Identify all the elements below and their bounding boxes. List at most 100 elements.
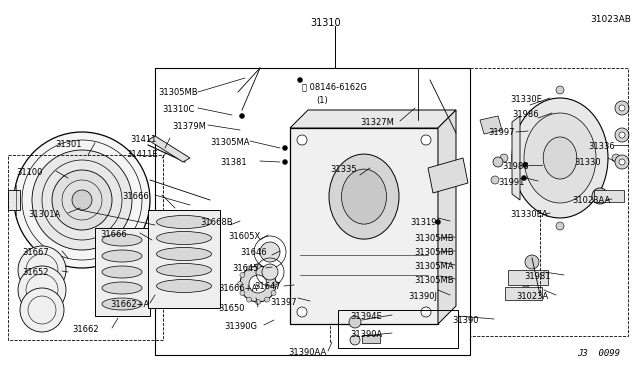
- Text: 31390J: 31390J: [408, 292, 437, 301]
- Circle shape: [18, 246, 66, 294]
- Bar: [362, 335, 380, 343]
- Circle shape: [435, 219, 440, 224]
- Ellipse shape: [543, 137, 577, 179]
- Circle shape: [262, 264, 278, 280]
- Circle shape: [240, 273, 245, 278]
- Text: 31988: 31988: [502, 162, 529, 171]
- Circle shape: [237, 282, 243, 286]
- Bar: [148, 210, 220, 308]
- Text: 31997: 31997: [488, 128, 515, 137]
- Circle shape: [260, 242, 280, 262]
- Circle shape: [240, 291, 245, 295]
- Circle shape: [264, 266, 269, 271]
- Circle shape: [271, 273, 276, 278]
- Ellipse shape: [524, 113, 596, 203]
- Text: 31397: 31397: [270, 298, 296, 307]
- Circle shape: [619, 159, 625, 165]
- Ellipse shape: [102, 250, 142, 262]
- Text: 31330EA: 31330EA: [510, 210, 548, 219]
- Text: 31305MB: 31305MB: [414, 234, 454, 243]
- Circle shape: [615, 155, 629, 169]
- Ellipse shape: [157, 247, 211, 260]
- Circle shape: [493, 157, 503, 167]
- Circle shape: [297, 307, 307, 317]
- Text: 31666+A: 31666+A: [218, 284, 257, 293]
- Circle shape: [619, 105, 625, 111]
- Text: 31330E: 31330E: [510, 95, 542, 104]
- Text: 31667: 31667: [22, 248, 49, 257]
- Circle shape: [240, 266, 276, 302]
- Circle shape: [72, 190, 92, 210]
- Bar: [95, 228, 150, 316]
- Bar: [8, 190, 20, 210]
- Text: 31662: 31662: [72, 325, 99, 334]
- Text: 31335: 31335: [330, 165, 356, 174]
- Text: 31305MB: 31305MB: [414, 276, 454, 285]
- Circle shape: [612, 154, 620, 162]
- Circle shape: [521, 277, 531, 287]
- Text: 31336: 31336: [588, 142, 615, 151]
- Circle shape: [255, 299, 260, 305]
- Text: (1): (1): [316, 96, 328, 105]
- Polygon shape: [148, 136, 190, 162]
- Circle shape: [522, 163, 527, 167]
- Bar: [338, 310, 458, 348]
- Text: 31390A: 31390A: [350, 330, 382, 339]
- Polygon shape: [512, 116, 520, 200]
- Ellipse shape: [157, 215, 211, 228]
- Circle shape: [32, 150, 132, 250]
- Circle shape: [282, 160, 287, 164]
- Text: 31305MA: 31305MA: [210, 138, 250, 147]
- Bar: [470, 68, 628, 336]
- Text: Ⓑ 08146-6162G: Ⓑ 08146-6162G: [302, 82, 367, 91]
- Bar: [290, 128, 438, 324]
- Circle shape: [556, 222, 564, 230]
- Circle shape: [619, 132, 625, 138]
- Text: 31647: 31647: [254, 282, 280, 291]
- Text: 31330: 31330: [574, 158, 600, 167]
- Ellipse shape: [512, 98, 608, 218]
- Text: 31301A: 31301A: [28, 210, 60, 219]
- Circle shape: [282, 145, 287, 151]
- Polygon shape: [480, 116, 502, 134]
- Circle shape: [297, 135, 307, 145]
- Text: 31023AB: 31023AB: [590, 15, 631, 24]
- Circle shape: [14, 132, 150, 268]
- Text: 31023AA: 31023AA: [572, 196, 611, 205]
- Circle shape: [239, 113, 244, 119]
- Text: 31981: 31981: [524, 272, 550, 281]
- Circle shape: [349, 316, 361, 328]
- Ellipse shape: [342, 169, 387, 224]
- Circle shape: [271, 291, 276, 295]
- Polygon shape: [438, 110, 456, 324]
- Circle shape: [246, 266, 252, 271]
- Text: 31327M: 31327M: [360, 118, 394, 127]
- Circle shape: [556, 86, 564, 94]
- Ellipse shape: [329, 154, 399, 239]
- Circle shape: [421, 307, 431, 317]
- Text: 31652: 31652: [22, 268, 49, 277]
- Text: 31023A: 31023A: [516, 292, 548, 301]
- Text: 31662+A: 31662+A: [110, 300, 149, 309]
- Text: 31100: 31100: [16, 168, 42, 177]
- Text: 31310C: 31310C: [162, 105, 195, 114]
- Text: 31666: 31666: [122, 192, 148, 201]
- Circle shape: [592, 188, 608, 204]
- Circle shape: [273, 282, 278, 286]
- Circle shape: [500, 154, 508, 162]
- Circle shape: [421, 135, 431, 145]
- Bar: [8, 155, 163, 340]
- Circle shape: [615, 101, 629, 115]
- Text: 31991: 31991: [498, 178, 524, 187]
- Circle shape: [350, 335, 360, 345]
- Text: 31305MB: 31305MB: [158, 88, 198, 97]
- Circle shape: [264, 297, 269, 302]
- Text: 31381: 31381: [220, 158, 246, 167]
- Text: 31390AA: 31390AA: [288, 348, 326, 357]
- Bar: [594, 190, 624, 202]
- Text: 31411: 31411: [130, 135, 156, 144]
- Bar: [155, 68, 470, 355]
- Text: 31645: 31645: [232, 264, 259, 273]
- Circle shape: [615, 128, 629, 142]
- Ellipse shape: [157, 263, 211, 276]
